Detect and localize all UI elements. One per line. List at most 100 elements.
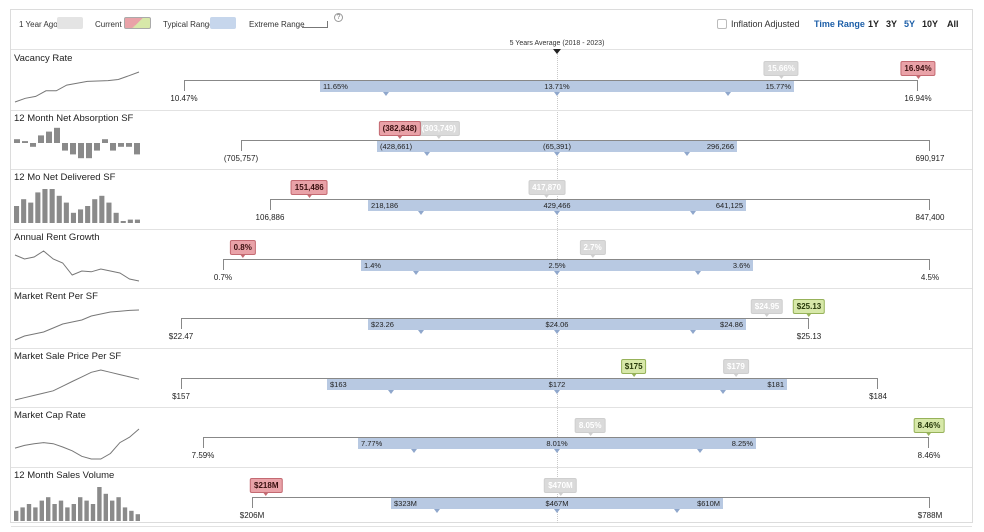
current-value-badge[interactable]: 16.94% (900, 61, 936, 79)
sparkline-bar (126, 142, 132, 147)
year-ago-badge[interactable]: $470M (544, 477, 577, 496)
typical-high-value: $181 (767, 379, 784, 389)
inflation-adjusted-label[interactable]: Inflation Adjusted (731, 19, 800, 29)
typical-low-value: 1.4% (364, 260, 382, 270)
extreme-min-value: $157 (172, 391, 190, 401)
typical-high-value: $24.86 (720, 320, 743, 329)
year-ago-badge[interactable]: (303,749) (417, 120, 461, 139)
typical-average-value: $467M (545, 498, 569, 508)
extreme-range-bar (184, 80, 918, 91)
metric-row[interactable]: Market Rent Per SF $23.26 $24.06 $24.86 $22.… (11, 289, 972, 349)
typical-value-marker (554, 330, 560, 334)
legend-current-label: Current (95, 20, 122, 29)
sparkline-bar (85, 206, 91, 223)
sparkline-bar (54, 127, 60, 143)
typical-high-value: 8.25% (731, 439, 753, 448)
extreme-min-value: 7.59% (191, 451, 215, 460)
current-value-badge[interactable]: 8.46% (913, 418, 945, 436)
typical-value-marker (554, 151, 560, 156)
current-value-badge[interactable]: $175 (620, 358, 647, 377)
inflation-adjusted-checkbox[interactable] (717, 19, 727, 29)
current-value-badge[interactable]: 0.8% (229, 239, 256, 258)
time-range-label: Time Range (814, 19, 865, 29)
typical-average-value: 429,466 (543, 201, 571, 210)
current-value-badge[interactable]: $218M (250, 477, 283, 496)
sparkline-bar (26, 503, 32, 521)
sparkline-bar (106, 202, 112, 223)
metric-row[interactable]: Annual Rent Growth 1.4% 2.5% 3.6% 0.7% 4.5% 2.… (11, 230, 972, 289)
extreme-range-bar (241, 139, 930, 151)
typical-value-marker (683, 151, 690, 156)
extreme-max-value: 4.5% (920, 272, 940, 282)
time-range-all[interactable]: All (947, 19, 959, 29)
extreme-range-bar (181, 377, 878, 389)
typical-average-value: 2.5% (548, 260, 566, 270)
time-range-5y[interactable]: 5Y (904, 19, 916, 29)
extreme-max-value: $788M (917, 510, 943, 520)
typical-range-bar (368, 200, 746, 211)
metric-row[interactable]: 12 Month Net Absorption SF (428,661) (65,3… (11, 111, 972, 170)
sparkline-bar (49, 189, 55, 223)
typical-value-marker (690, 330, 697, 334)
extreme-min-value: 10.47% (170, 94, 198, 103)
typical-low-value: 7.77% (361, 439, 383, 448)
sparkline (14, 428, 140, 460)
typical-average-value: 8.01% (546, 439, 568, 448)
metric-row[interactable]: 12 Month Sales Volume $323M $467M $610M $206… (11, 468, 972, 527)
extreme-min-value: 106,886 (255, 213, 285, 222)
typical-value-marker (410, 449, 417, 453)
extreme-max-value: 8.46% (917, 451, 941, 460)
metric-row[interactable]: Vacancy Rate 11.65% 13.71% 15.77% 10.47% 16.9… (11, 51, 972, 111)
extreme-max-value: 847,400 (915, 213, 945, 222)
extreme-max-value: 16.94% (904, 94, 932, 103)
sparkline-bar (39, 500, 44, 521)
sparkline-bar (70, 142, 76, 154)
current-value-badge[interactable]: (382,848) (378, 120, 421, 139)
metric-row[interactable]: Market Sale Price Per SF $163 $172 $181 $157… (11, 349, 972, 408)
legend-extreme-swatch (302, 21, 328, 28)
time-range-10y[interactable]: 10Y (922, 19, 939, 29)
metric-row[interactable]: Market Cap Rate 7.77% 8.01% 8.25% 7.59% 8.46%… (11, 408, 972, 468)
current-value-badge[interactable]: 151,486 (290, 180, 328, 198)
metric-row[interactable]: 12 Mo Net Delivered SF 218,186 429,466 641,… (11, 170, 972, 230)
sparkline-bar (56, 195, 62, 223)
sparkline-bar (110, 500, 115, 521)
year-ago-badge[interactable]: 8.05% (574, 418, 606, 436)
average-marker (553, 49, 561, 54)
typical-value-marker (383, 92, 390, 96)
typical-value-marker (554, 508, 560, 513)
year-ago-badge[interactable]: 417,870 (528, 180, 566, 198)
typical-value-marker (417, 330, 424, 334)
typical-low-value: $323M (394, 498, 417, 508)
legend-typical-swatch (210, 17, 236, 29)
extreme-range-bar (270, 199, 930, 210)
metric-title: 12 Month Sales Volume (14, 469, 115, 481)
sparkline-bar (14, 138, 20, 143)
year-ago-badge[interactable]: $179 (722, 358, 749, 377)
year-ago-badge[interactable]: 2.7% (579, 239, 606, 258)
extreme-min-value: $206M (239, 510, 265, 520)
average-label: 5 Years Average (2018 - 2023) (509, 40, 605, 47)
sparkline-bar (65, 506, 70, 521)
sparkline (14, 189, 140, 223)
legend-extreme-label: Extreme Range (249, 20, 305, 29)
metric-title: Market Sale Price Per SF (14, 350, 122, 362)
sparkline-bar (78, 496, 83, 521)
sparkline-bar (97, 486, 102, 521)
year-ago-badge[interactable]: $24.95 (750, 299, 784, 317)
typical-low-value: 218,186 (371, 201, 399, 210)
current-value-badge[interactable]: $25.13 (792, 299, 826, 317)
time-range-1y[interactable]: 1Y (868, 19, 880, 29)
help-icon[interactable]: ? (334, 13, 343, 22)
typical-value-marker (673, 508, 680, 513)
typical-high-value: 641,125 (715, 201, 743, 210)
sparkline-bar (116, 496, 121, 521)
typical-low-value: $23.26 (371, 320, 394, 329)
time-range-3y[interactable]: 3Y (886, 19, 898, 29)
sparkline-bar (38, 134, 44, 143)
typical-range-bar (327, 378, 787, 390)
year-ago-badge[interactable]: 15.66% (763, 61, 799, 79)
sparkline-bar (52, 503, 57, 521)
typical-value-marker (554, 270, 560, 275)
extreme-max-value: $25.13 (796, 332, 822, 341)
